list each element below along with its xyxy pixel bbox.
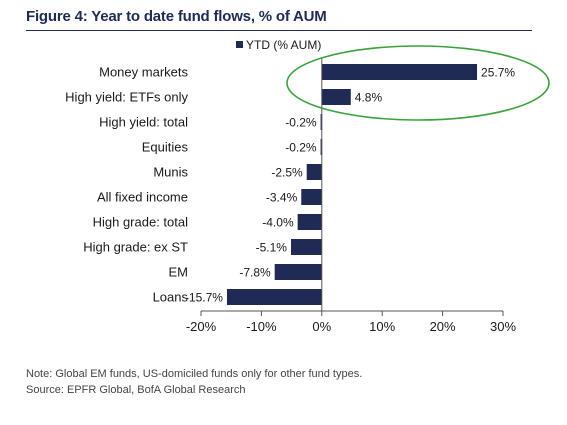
bar <box>321 64 478 80</box>
bar <box>321 89 351 105</box>
bar <box>301 189 322 205</box>
x-tick-label: 0% <box>312 319 331 334</box>
x-tick-label: 20% <box>430 319 456 334</box>
x-tick-label: -20% <box>186 319 217 334</box>
category-label: EM <box>169 265 189 280</box>
figure-title: Figure 4: Year to date fund flows, % of … <box>26 8 327 25</box>
x-tick-label: 10% <box>369 319 395 334</box>
bar <box>297 214 322 230</box>
category-label: High grade: total <box>93 215 189 230</box>
x-tick-label: -10% <box>246 319 277 334</box>
legend: YTD (% AUM) <box>236 38 321 52</box>
x-tick-label: 30% <box>490 319 516 334</box>
bars-group: Money markets 25.7% High yield: ETFs only 4… <box>65 64 515 305</box>
value-label: -0.2% <box>285 116 317 130</box>
value-label: 4.8% <box>355 91 383 105</box>
bar <box>306 164 322 180</box>
legend-swatch <box>236 41 243 48</box>
legend-label: YTD (% AUM) <box>246 38 321 52</box>
value-label: -0.2% <box>285 141 317 155</box>
value-label: -7.8% <box>239 266 271 280</box>
footnote: Note: Global EM funds, US-domiciled fund… <box>26 368 363 380</box>
category-label: Money markets <box>99 65 188 80</box>
category-label: Equities <box>142 140 189 155</box>
x-axis: -20% -10% 0% 10% 20% 30% <box>186 58 516 334</box>
value-label: 25.7% <box>481 66 515 80</box>
value-label: -5.1% <box>256 241 288 255</box>
bar <box>274 264 322 280</box>
category-label: All fixed income <box>97 190 188 205</box>
category-label: High yield: total <box>99 115 188 130</box>
title-rule <box>26 30 532 31</box>
value-label: -3.4% <box>266 191 298 205</box>
source-note: Source: EPFR Global, BofA Global Researc… <box>26 384 246 396</box>
category-label: High yield: ETFs only <box>65 90 188 105</box>
bar <box>290 239 322 255</box>
value-label: -4.0% <box>262 216 294 230</box>
category-label: Munis <box>153 165 188 180</box>
category-label: Loans <box>153 290 189 305</box>
highlight-ellipse <box>286 45 550 121</box>
value-label: -15.7% <box>185 291 223 305</box>
bar <box>226 289 322 305</box>
category-label: High grade: ex ST <box>83 240 188 255</box>
value-label: -2.5% <box>271 166 303 180</box>
annotation-group <box>286 45 550 121</box>
